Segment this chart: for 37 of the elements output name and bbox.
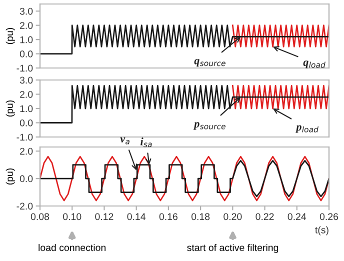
line-series [40, 24, 329, 54]
y-axis-title: (pu) [6, 28, 15, 44]
x-tick-label: 0.12 [95, 213, 114, 220]
y-tick-label: 0.0 [20, 119, 33, 126]
x-tick-label: 0.24 [288, 213, 306, 220]
y-tick-label: 1.0 [20, 36, 33, 44]
y-tick-label: 3.0 [20, 8, 33, 15]
y-axis-title: (pu) [6, 100, 15, 117]
x-tick-label: 0.20 [224, 213, 242, 220]
x-tick-label: 0.18 [191, 213, 210, 220]
x-tick-label: 0.14 [127, 213, 146, 220]
y-tick-label: 0.0 [20, 175, 33, 182]
x-tick-label: 0.10 [63, 213, 82, 220]
annotation: v$_{a}$ [120, 137, 130, 144]
y-tick-label: 2.0 [20, 90, 33, 98]
annotation: i$_{sa}$ [140, 138, 152, 148]
text: load connection [38, 244, 106, 252]
y-axis-title: (pu) [6, 168, 15, 185]
y-tick-label: 0.0 [20, 50, 33, 58]
x-axis-title: t(s) [315, 226, 328, 236]
y-tick-label: 1.0 [20, 105, 33, 112]
y-tick-label: -1.0 [16, 64, 33, 72]
x-tick-label: 0.26 [320, 213, 338, 220]
annotation: q$_{source}$ [194, 58, 226, 67]
annotation: p$_{source}$ [193, 122, 226, 130]
y-tick-label: 3.0 [20, 76, 33, 84]
line-series [40, 85, 329, 124]
y-tick-label: -2.0 [16, 202, 33, 210]
annotation: p$_{load}$ [295, 125, 319, 133]
y-tick-label: 2.0 [20, 22, 33, 29]
x-tick-label: 0.22 [256, 213, 274, 220]
x-tick-label: 0.08 [30, 213, 50, 220]
x-tick-label: 0.16 [159, 213, 178, 220]
annotation: q$_{load}$ [303, 60, 326, 68]
text: start of active filtering [187, 244, 278, 254]
y-tick-label: 2.0 [20, 148, 33, 155]
y-tick-label: -1.0 [16, 134, 33, 141]
